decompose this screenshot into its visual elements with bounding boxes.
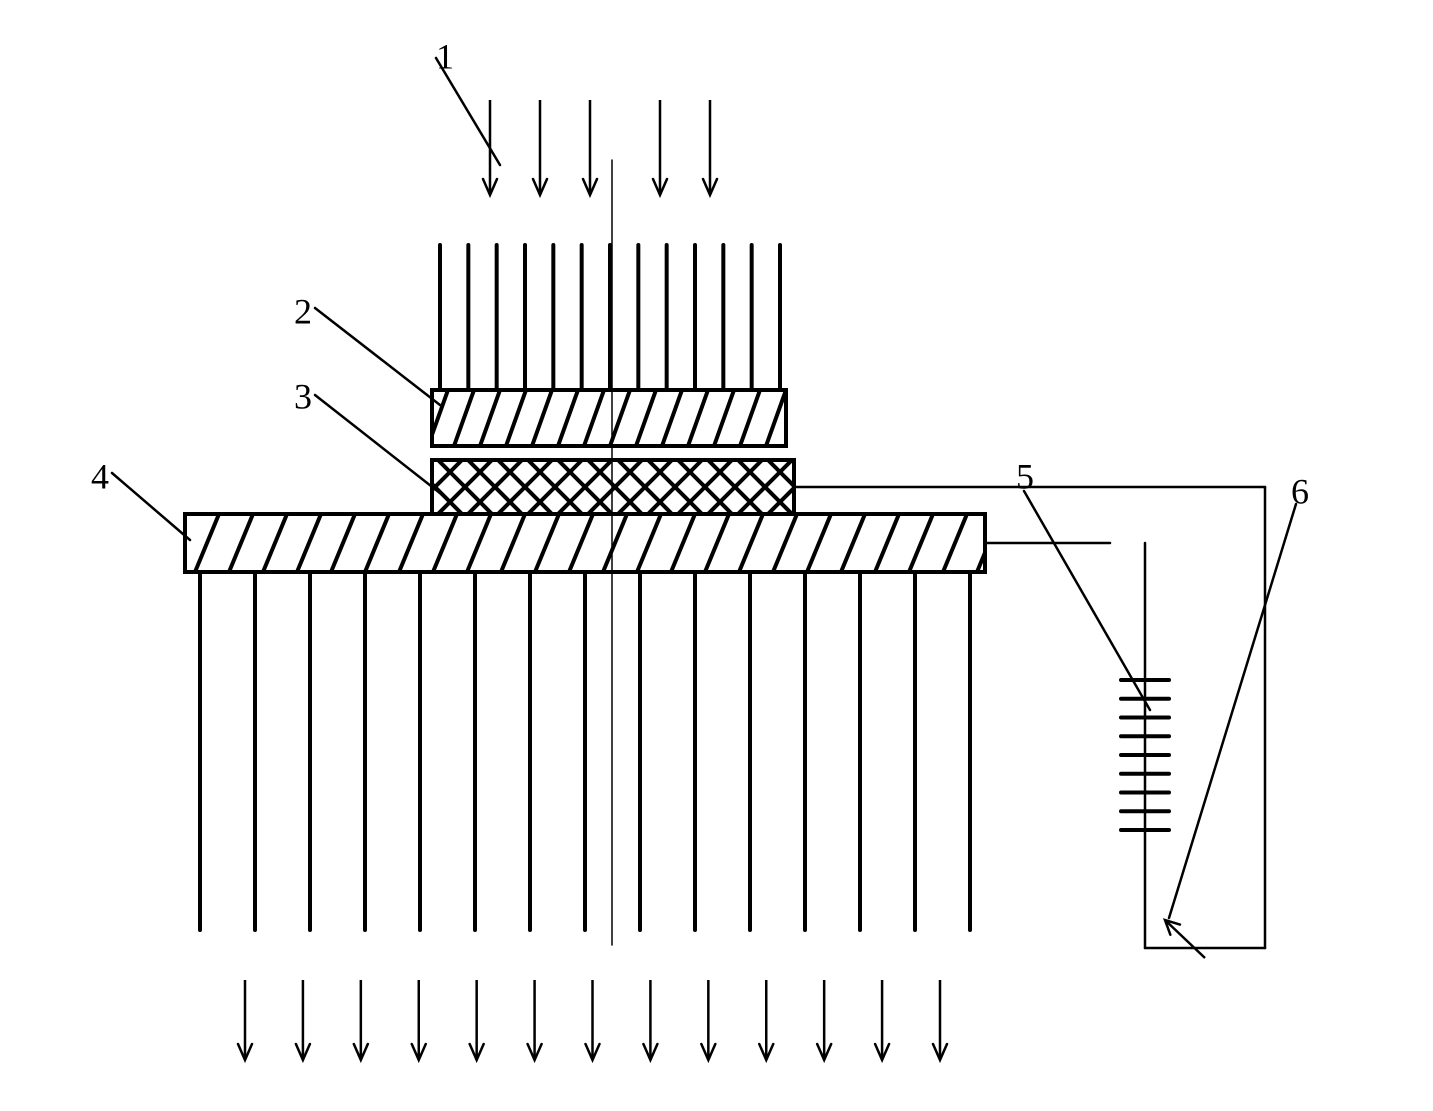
callout-label-4: 4 <box>91 456 109 496</box>
callout-label-5: 5 <box>1016 456 1034 496</box>
callout-label-3: 3 <box>294 376 312 416</box>
callout-label-1: 1 <box>436 36 454 76</box>
callout-label-6: 6 <box>1291 471 1309 511</box>
callout-label-2: 2 <box>294 291 312 331</box>
